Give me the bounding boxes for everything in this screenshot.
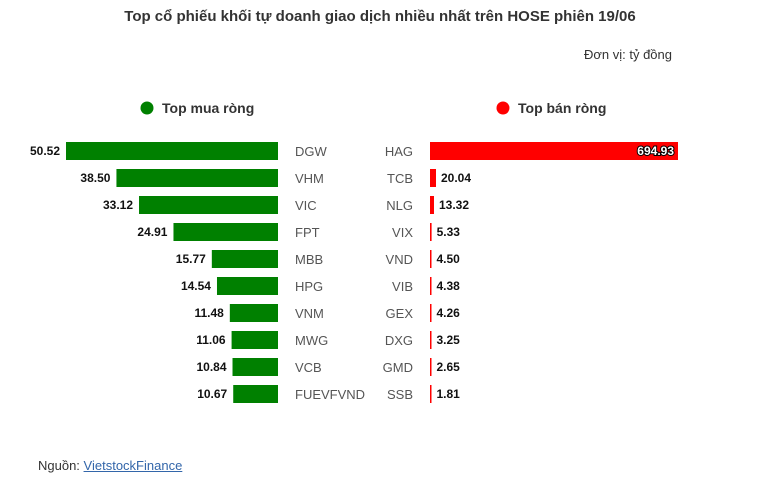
data-label-buy: 14.54 [181,279,211,293]
source-link[interactable]: VietstockFinance [83,458,183,473]
bar-sell-ssb [430,385,432,403]
bar-sell-hag [430,142,678,160]
data-label-sell: 13.32 [439,198,469,212]
bar-buy-dgw [66,142,278,160]
category-label-buy: HPG [295,279,323,294]
bar-buy-hpg [216,277,278,295]
bar-sell-vix [430,223,432,241]
chart-title: Top cổ phiếu khối tự doanh giao dịch nhi… [124,8,636,25]
category-label-sell: GMD [383,360,413,375]
data-label-sell: 4.26 [437,306,461,320]
bar-sell-tcb [430,169,436,187]
bar-sell-dxg [430,331,432,349]
data-label-buy: 33.12 [103,198,133,212]
bar-buy-vnm [229,304,278,322]
category-label-sell: VIX [392,225,413,240]
data-label-sell: 1.81 [437,387,461,401]
source-line: Nguồn: VietstockFinance [38,458,182,473]
data-label-buy: 10.67 [197,387,227,401]
data-label-sell: 2.65 [437,360,461,374]
data-label-sell: 5.33 [437,225,461,239]
data-label-buy: 11.48 [194,306,224,320]
category-label-sell: DXG [385,333,413,348]
legend-label-buy: Top mua ròng [162,100,254,116]
category-label-buy: VNM [295,306,324,321]
category-label-sell: HAG [385,144,413,159]
data-label-sell: 20.04 [441,171,471,185]
category-label-sell: SSB [387,387,413,402]
category-label-buy: VHM [295,171,324,186]
bar-sell-vib [430,277,432,295]
category-label-buy: DGW [295,144,328,159]
bar-buy-mwg [231,331,278,349]
bar-buy-fpt [173,223,278,241]
unit-label: Đơn vị: tỷ đồng [583,47,672,62]
category-label-sell: VIB [392,279,413,294]
data-label-buy: 15.77 [176,252,206,266]
category-label-buy: MBB [295,252,323,267]
bar-buy-vic [139,196,278,214]
category-label-sell: NLG [386,198,413,213]
category-label-buy: VIC [295,198,317,213]
data-label-sell: 694.93 [637,144,674,158]
data-label-sell: 4.38 [437,279,461,293]
bar-sell-gmd [430,358,432,376]
bar-sell-vnd [430,250,432,268]
category-label-sell: VND [386,252,413,267]
bar-buy-vhm [116,169,279,187]
data-label-buy: 11.06 [196,333,226,347]
category-label-buy: FPT [295,225,320,240]
bar-sell-nlg [430,196,434,214]
legend-marker-buy [140,101,154,115]
bar-buy-mbb [211,250,278,268]
data-label-buy: 10.84 [196,360,226,374]
bar-buy-fuevfvnd [233,385,278,403]
legend-label-sell: Top bán ròng [518,100,606,116]
category-label-buy: VCB [295,360,322,375]
data-label-buy: 24.91 [137,225,167,239]
legend-marker-sell [496,101,510,115]
data-label-sell: 4.50 [437,252,461,266]
data-label-sell: 3.25 [437,333,461,347]
category-label-sell: GEX [386,306,414,321]
data-label-buy: 50.52 [30,144,60,158]
category-label-sell: TCB [387,171,413,186]
source-label: Nguồn: [38,458,84,473]
data-label-buy: 38.50 [80,171,110,185]
category-label-buy: FUEVFVND [295,387,365,402]
bar-sell-gex [430,304,432,322]
bar-buy-vcb [232,358,278,376]
category-label-buy: MWG [295,333,328,348]
